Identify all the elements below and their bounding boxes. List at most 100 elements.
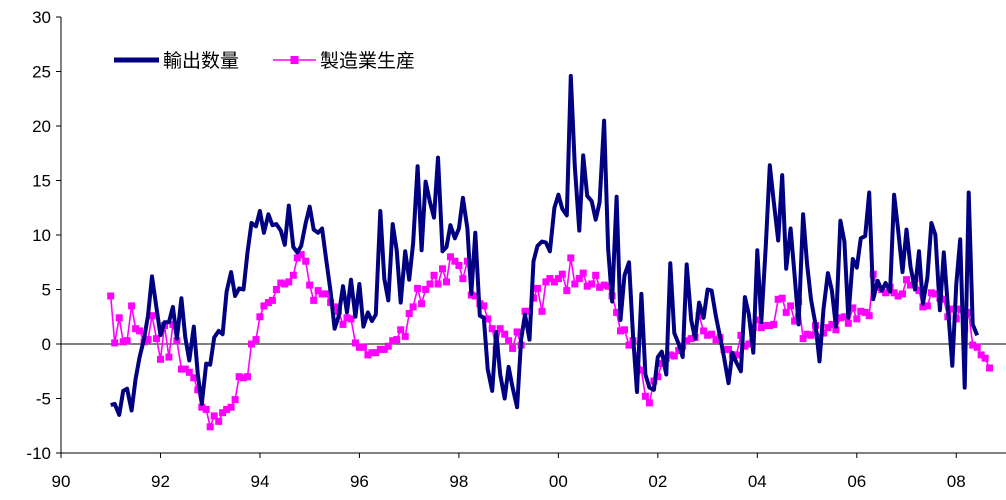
data-point <box>260 302 268 310</box>
data-point <box>853 315 861 323</box>
data-point <box>861 308 869 316</box>
data-point <box>223 405 231 413</box>
data-point <box>368 349 376 357</box>
y-tick-label: -10 <box>26 444 51 463</box>
x-tick-label: 02 <box>648 472 667 491</box>
data-point <box>617 327 624 335</box>
data-point <box>977 351 985 359</box>
data-point <box>434 280 442 288</box>
data-point <box>148 312 156 320</box>
data-point <box>227 403 235 411</box>
data-point <box>414 284 422 292</box>
data-point <box>293 254 301 262</box>
data-point <box>128 302 136 310</box>
data-point <box>554 275 562 283</box>
data-point <box>956 305 964 313</box>
data-point <box>625 341 633 349</box>
data-point <box>828 320 836 328</box>
data-point <box>927 289 935 297</box>
data-point <box>144 336 152 344</box>
x-tick-label: 90 <box>52 472 71 491</box>
series-line <box>110 73 980 417</box>
data-point <box>219 409 227 417</box>
data-point <box>766 322 774 329</box>
data-point <box>588 280 596 288</box>
legend-label-exports: 輸出数量 <box>163 50 239 72</box>
data-point <box>268 296 276 304</box>
data-point <box>471 292 479 300</box>
data-point <box>782 308 790 316</box>
data-point <box>509 344 517 352</box>
data-point <box>894 292 902 300</box>
y-tick-label: 20 <box>32 117 51 136</box>
data-point <box>177 365 185 373</box>
data-point <box>708 330 716 338</box>
data-point <box>604 282 612 290</box>
data-point <box>455 262 463 269</box>
y-axis-ticks: -10 -5 0 5 10 15 20 25 30 <box>26 8 61 463</box>
data-point <box>948 305 956 313</box>
data-point <box>940 295 948 303</box>
data-point <box>613 308 621 316</box>
data-point <box>297 251 305 259</box>
data-point <box>430 271 438 279</box>
data-point <box>302 257 310 265</box>
data-point <box>824 324 832 332</box>
data-point <box>364 351 372 359</box>
data-point <box>575 275 583 283</box>
y-tick-label: 0 <box>42 335 51 354</box>
x-tick-label: 94 <box>250 472 269 491</box>
y-tick-label: 15 <box>32 172 51 191</box>
data-point <box>762 322 770 329</box>
data-point <box>389 337 397 345</box>
data-point <box>115 314 123 322</box>
data-point <box>426 280 434 288</box>
x-axis-ticks: 90 92 94 96 98 00 02 04 06 08 <box>52 453 966 491</box>
x-tick-label: 96 <box>350 472 369 491</box>
data-point <box>832 326 840 334</box>
data-point <box>903 276 910 284</box>
data-point <box>621 326 628 334</box>
legend-marker-manufacturing <box>290 56 299 64</box>
data-point <box>907 281 914 289</box>
data-point <box>666 351 674 359</box>
data-point <box>787 302 795 310</box>
data-point <box>542 278 550 286</box>
data-point <box>256 313 264 321</box>
data-point <box>119 338 127 346</box>
data-point <box>882 289 890 297</box>
series-exports <box>110 73 980 417</box>
data-point <box>687 335 695 343</box>
data-point <box>567 254 575 262</box>
data-point <box>592 271 600 279</box>
data-point <box>264 299 272 307</box>
data-point <box>169 320 177 328</box>
data-point <box>132 325 140 333</box>
series-manufacturing <box>107 251 994 431</box>
data-point <box>550 278 558 286</box>
data-point <box>558 270 566 278</box>
data-point <box>446 253 454 261</box>
data-point <box>384 342 392 350</box>
data-point <box>803 330 811 338</box>
data-point <box>306 281 314 289</box>
data-point <box>844 319 852 327</box>
data-point <box>923 302 931 310</box>
data-point <box>865 312 873 320</box>
data-point <box>277 279 285 287</box>
data-point <box>198 403 206 411</box>
y-tick-label: 5 <box>42 281 51 300</box>
data-point <box>347 315 355 323</box>
data-point <box>210 412 218 420</box>
data-point <box>123 337 131 345</box>
x-tick-label: 08 <box>947 472 966 491</box>
data-point <box>397 326 405 334</box>
data-point <box>235 373 243 381</box>
data-point <box>899 290 906 298</box>
series-layer <box>107 73 994 431</box>
data-point <box>965 308 973 316</box>
data-point <box>153 335 160 343</box>
data-point <box>202 405 210 413</box>
data-point <box>969 341 977 349</box>
